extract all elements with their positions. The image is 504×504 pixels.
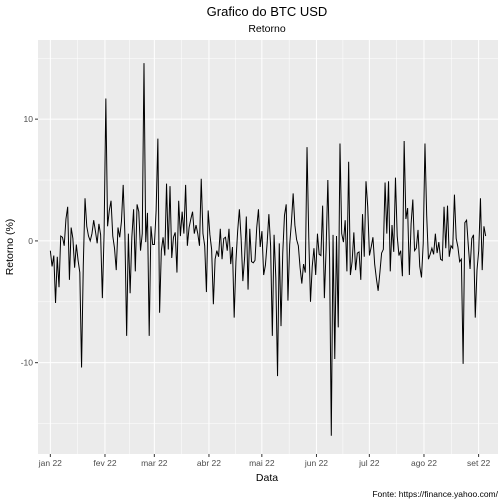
plot-panel (38, 40, 498, 454)
x-axis: jan 22 fev 22 mar 22 abr 22 mai 22 jun 22 jul … (38, 454, 490, 468)
y-axis: 10 0 -10 (21, 114, 38, 368)
major-gridlines (38, 40, 498, 454)
y-axis-title: Retorno (%) (4, 219, 16, 276)
x-tick-label: set 22 (467, 458, 490, 468)
x-tick-label: jun 22 (304, 458, 328, 468)
x-tick-label: fev 22 (93, 458, 116, 468)
y-tick-label: -10 (21, 358, 34, 368)
x-tick-label: abr 22 (197, 458, 221, 468)
x-axis-title: Data (256, 472, 278, 484)
chart-caption: Fonte: https://finance.yahoo.com/ (372, 489, 498, 499)
y-tick-label: 10 (24, 114, 34, 124)
chart-title: Grafico do BTC USD (207, 4, 328, 19)
x-tick-label: mai 22 (249, 458, 275, 468)
x-tick-label: mar 22 (141, 458, 168, 468)
x-tick-label: ago 22 (411, 458, 437, 468)
chart-subtitle: Retorno (248, 23, 286, 35)
x-tick-label: jul 22 (358, 458, 380, 468)
x-tick-label: jan 22 (38, 458, 62, 468)
return-series-line (49, 63, 487, 436)
y-tick-label: 0 (28, 236, 33, 246)
